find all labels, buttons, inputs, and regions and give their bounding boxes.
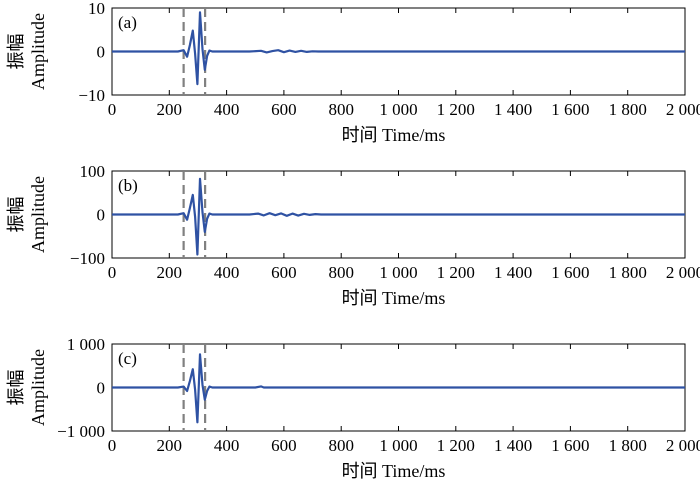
x-tick-label: 1 800 — [609, 100, 647, 119]
y-axis-label-en: Amplitude — [28, 13, 48, 90]
waveform-line — [112, 177, 685, 256]
x-tick-label: 1 000 — [379, 100, 417, 119]
x-tick-label: 1 200 — [437, 436, 475, 455]
y-axis-label-en: Amplitude — [28, 176, 48, 253]
y-tick-label: 10 — [88, 0, 105, 18]
x-tick-label: 0 — [108, 100, 117, 119]
y-tick-label: 0 — [97, 206, 106, 225]
x-tick-label: 1 800 — [609, 436, 647, 455]
x-tick-label: 200 — [157, 263, 183, 282]
x-tick-label: 1 200 — [437, 263, 475, 282]
x-tick-label: 1 400 — [494, 263, 532, 282]
chart-panel-2: 0 200 400 600 800 1 000 1 200 1 400 1 600 1 800 2 … — [6, 335, 700, 481]
x-tick-label: 1 400 — [494, 436, 532, 455]
x-tick-label: 800 — [328, 436, 354, 455]
panel-label: (b) — [118, 176, 138, 195]
x-tick-label: 400 — [214, 100, 240, 119]
y-tick-label: 1 000 — [67, 335, 105, 354]
y-tick-label: 0 — [97, 379, 106, 398]
chart-panel-1: 0 200 400 600 800 1 000 1 200 1 400 1 600 1 800 2 … — [6, 162, 700, 308]
waveform-line — [112, 353, 685, 424]
x-tick-label: 400 — [214, 263, 240, 282]
y-tick-label: 0 — [97, 43, 106, 62]
x-tick-label: 1 600 — [551, 263, 589, 282]
y-axis-label-cn: 振幅 — [6, 370, 26, 406]
waveform-line — [112, 11, 685, 86]
panel-label: (a) — [118, 13, 137, 32]
y-axis-label-cn: 振幅 — [6, 197, 26, 233]
x-tick-label: 2 000 — [666, 100, 700, 119]
x-axis-label: 时间 Time/ms — [342, 461, 446, 481]
x-tick-label: 600 — [271, 100, 297, 119]
x-tick-label: 2 000 — [666, 436, 700, 455]
x-tick-label: 1 600 — [551, 436, 589, 455]
panel-label: (c) — [118, 349, 137, 368]
y-tick-label: −1 000 — [57, 422, 105, 441]
y-tick-label: −10 — [78, 86, 105, 105]
x-tick-label: 1 800 — [609, 263, 647, 282]
y-tick-label: −100 — [70, 249, 105, 268]
x-tick-label: 200 — [157, 100, 183, 119]
x-tick-label: 1 000 — [379, 436, 417, 455]
x-tick-label: 1 200 — [437, 100, 475, 119]
y-axis-label-en: Amplitude — [28, 349, 48, 426]
chart-panel-0: 0 200 400 600 800 1 000 1 200 1 400 1 600 1 800 2 … — [6, 0, 700, 145]
x-tick-label: 1 400 — [494, 100, 532, 119]
x-tick-label: 1 600 — [551, 100, 589, 119]
y-tick-label: 100 — [80, 162, 106, 181]
x-tick-label: 200 — [157, 436, 183, 455]
x-tick-label: 800 — [328, 263, 354, 282]
x-tick-label: 800 — [328, 100, 354, 119]
y-axis-label-cn: 振幅 — [6, 34, 26, 70]
x-axis-label: 时间 Time/ms — [342, 288, 446, 308]
x-axis-label: 时间 Time/ms — [342, 125, 446, 145]
x-tick-label: 600 — [271, 436, 297, 455]
x-tick-label: 1 000 — [379, 263, 417, 282]
x-tick-label: 400 — [214, 436, 240, 455]
x-tick-label: 0 — [108, 436, 117, 455]
x-tick-label: 2 000 — [666, 263, 700, 282]
x-tick-label: 600 — [271, 263, 297, 282]
x-tick-label: 0 — [108, 263, 117, 282]
